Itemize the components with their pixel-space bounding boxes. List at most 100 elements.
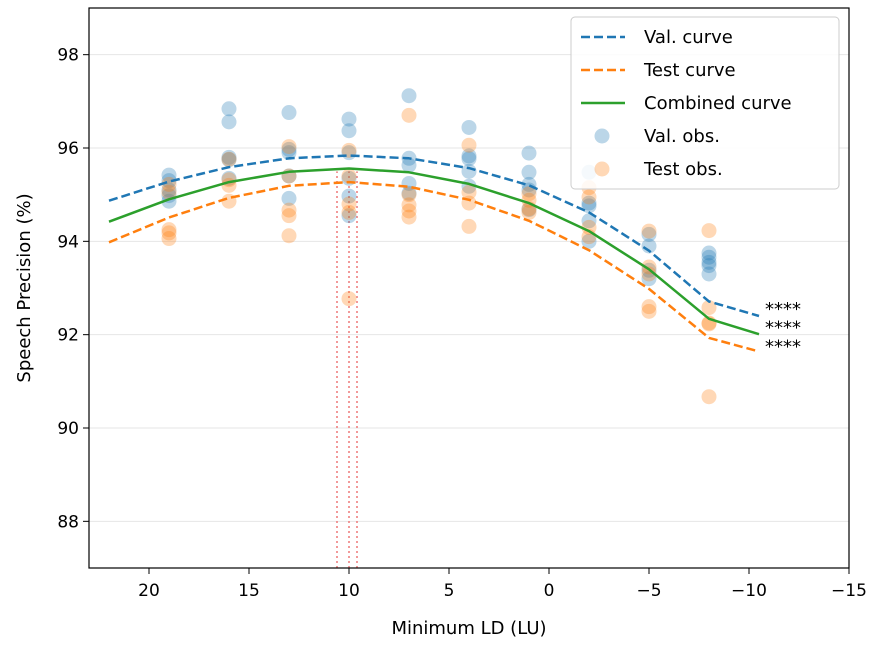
val-obs-point	[221, 149, 237, 165]
val-obs-point	[461, 151, 477, 167]
test-obs-point	[161, 225, 177, 241]
significance-annotations: ************	[765, 299, 801, 357]
test-obs-point	[221, 151, 237, 167]
x-tick-label: 0	[544, 581, 555, 601]
test-obs-point	[401, 203, 417, 219]
test-obs-point	[341, 196, 357, 212]
test-obs-point	[281, 202, 297, 218]
test-obs-point	[161, 231, 177, 247]
vertical-reference-lines	[336, 171, 358, 568]
legend-label: Val. obs.	[644, 126, 720, 147]
test-obs-point	[461, 184, 477, 200]
val-obs-point	[281, 141, 297, 157]
val-obs-point	[161, 173, 177, 189]
test-obs-point	[401, 209, 417, 225]
val-obs-point	[281, 145, 297, 161]
legend-label: Test curve	[643, 60, 736, 81]
test-obs-point	[281, 228, 297, 244]
val-obs-point	[641, 226, 657, 242]
test-obs-point	[341, 291, 357, 307]
legend-label: Val. curve	[644, 27, 733, 48]
x-tick-label: 15	[238, 581, 260, 601]
test-obs-point	[341, 142, 357, 158]
y-tick-label: 94	[57, 232, 79, 252]
combined-curve-line	[108, 167, 760, 336]
y-tick-label: 90	[57, 419, 79, 439]
val-obs-point	[341, 123, 357, 139]
val-obs-point	[701, 254, 717, 270]
val-obs-point	[221, 101, 237, 117]
val-obs-point	[641, 271, 657, 287]
val-obs-point	[701, 245, 717, 261]
val-obs-point	[701, 266, 717, 282]
test-obs-point	[701, 300, 717, 316]
test-obs-point	[521, 186, 537, 202]
val-obs-point	[581, 233, 597, 249]
test-obs-point	[521, 204, 537, 220]
val-obs-point	[461, 119, 477, 135]
test-obs-point	[401, 107, 417, 123]
x-axis-label: Minimum LD (LU)	[391, 618, 546, 639]
test-obs-point	[701, 223, 717, 239]
x-tick-label: −10	[731, 581, 767, 601]
val-obs-point	[281, 190, 297, 206]
val-obs-point	[461, 163, 477, 179]
val-obs-point	[281, 105, 297, 121]
test-obs-point	[401, 197, 417, 213]
x-tick-label: 20	[138, 581, 160, 601]
significance-stars: ****	[765, 318, 801, 339]
test-obs-point	[581, 189, 597, 205]
test-obs-point	[641, 223, 657, 239]
test-obs-point	[641, 266, 657, 282]
val-obs-point	[461, 148, 477, 164]
y-tick-label: 92	[57, 326, 79, 346]
val-curve-line	[108, 154, 760, 318]
test-obs-point	[281, 208, 297, 224]
test-obs-point	[701, 389, 717, 405]
val-obs-point	[401, 185, 417, 201]
significance-stars: ****	[765, 299, 801, 320]
y-axis-label: Speech Precision (%)	[14, 193, 35, 382]
legend-marker	[594, 128, 610, 144]
val-obs-point	[161, 182, 177, 198]
val-obs-point	[161, 167, 177, 183]
test-obs-point	[341, 168, 357, 184]
y-tick-label: 98	[57, 46, 79, 66]
legend-box	[570, 16, 840, 190]
val-obs-point	[401, 157, 417, 173]
legend-marker	[594, 161, 610, 177]
test-obs-point	[581, 219, 597, 235]
x-tick-label: −5	[636, 581, 661, 601]
val-obs-point	[581, 195, 597, 211]
legend: Val. curve Test curve Combined curve Val. o…	[570, 16, 840, 190]
plot-frame	[88, 7, 850, 569]
val-obs-point	[341, 208, 357, 224]
test-obs-point	[281, 139, 297, 155]
test-obs-point	[641, 303, 657, 319]
test-obs-point	[641, 259, 657, 275]
val-obs-point	[521, 164, 537, 180]
val-obs-point	[221, 152, 237, 168]
test-obs-point	[161, 184, 177, 200]
val-obs-point	[341, 111, 357, 127]
test-obs-point	[641, 299, 657, 315]
test-obs-point	[161, 222, 177, 238]
val-obs-point	[581, 213, 597, 229]
fitted-curves	[108, 154, 760, 353]
val-obs-point	[221, 114, 237, 130]
x-tick-label: 10	[338, 581, 360, 601]
test-curve-line	[108, 180, 760, 353]
legend-label: Combined curve	[644, 93, 792, 114]
y-tick-label: 96	[57, 139, 79, 159]
val-obs-point	[701, 258, 717, 274]
x-axis-ticks: 20 15 10 5 0 −5 −10 −15	[138, 568, 867, 601]
x-tick-label: 5	[444, 581, 455, 601]
val-obs-point	[521, 145, 537, 161]
y-tick-label: 88	[57, 512, 79, 532]
x-tick-label: −15	[831, 581, 867, 601]
val-obs-point	[401, 88, 417, 104]
test-obs-point	[401, 187, 417, 203]
test-obs-point	[461, 137, 477, 153]
